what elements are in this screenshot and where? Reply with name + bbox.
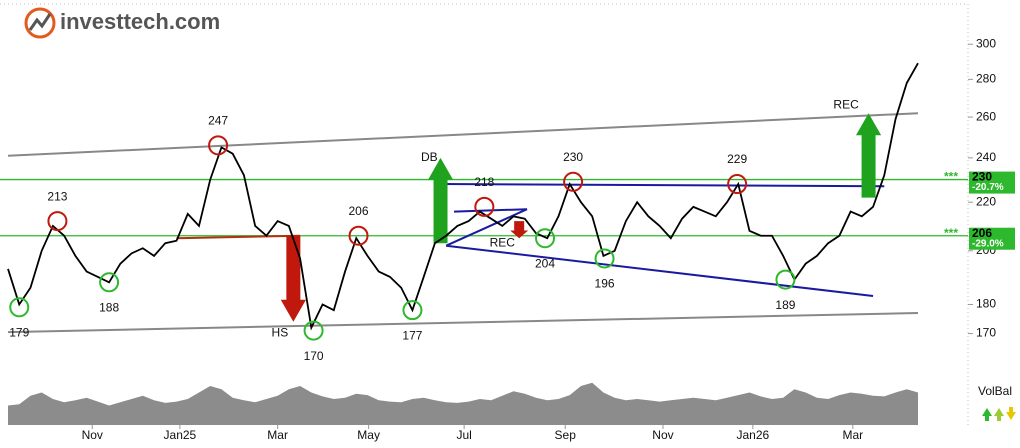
brand: investtech.com bbox=[60, 9, 220, 34]
level-stars: *** bbox=[944, 226, 958, 240]
signal-label: HS bbox=[272, 326, 289, 340]
extreme-label: 188 bbox=[99, 300, 119, 314]
x-tick-label: Nov bbox=[652, 428, 673, 442]
x-tick-label: Mar bbox=[267, 428, 288, 442]
extreme-label: 170 bbox=[304, 349, 324, 363]
signal-arrow bbox=[855, 113, 882, 198]
volume-label: VolBal bbox=[978, 384, 1012, 398]
extreme-circle bbox=[402, 300, 423, 321]
extreme-circle bbox=[563, 171, 584, 192]
y-tick-label: 180 bbox=[976, 297, 996, 311]
extreme-label: 189 bbox=[775, 298, 795, 312]
extreme-label: 204 bbox=[535, 256, 555, 270]
extreme-circle bbox=[535, 228, 556, 249]
signal-label: REC bbox=[833, 98, 859, 112]
trend-line bbox=[7, 112, 919, 157]
trend-line bbox=[7, 312, 919, 334]
extreme-label: 230 bbox=[563, 150, 583, 164]
y-tick-label: 260 bbox=[976, 109, 996, 123]
extreme-label: 229 bbox=[727, 152, 747, 166]
x-tick-label: Jan26 bbox=[737, 428, 770, 442]
y-tick-label: 170 bbox=[976, 326, 996, 340]
price-line bbox=[7, 62, 919, 331]
trend-line bbox=[446, 244, 874, 298]
level-stars: *** bbox=[944, 170, 958, 184]
trend-line bbox=[453, 208, 528, 213]
y-tick-label: 280 bbox=[976, 72, 996, 86]
extreme-circle bbox=[727, 174, 748, 195]
x-tick-label: May bbox=[357, 428, 380, 442]
signal-arrow bbox=[427, 157, 454, 244]
x-tick-label: Sep bbox=[555, 428, 577, 442]
x-tick-label: Mar bbox=[843, 428, 864, 442]
x-tick-label: Jul bbox=[456, 428, 471, 442]
extreme-circle bbox=[9, 297, 30, 318]
extreme-circle bbox=[775, 269, 796, 290]
level-box bbox=[969, 227, 1015, 250]
signal-label: DB bbox=[421, 150, 438, 164]
logo: investtech.com bbox=[24, 7, 220, 39]
extreme-circle bbox=[99, 272, 120, 293]
level-label: 230 bbox=[972, 170, 992, 184]
y-tick-label: 300 bbox=[976, 36, 996, 50]
trend-line bbox=[445, 208, 528, 247]
extreme-label: 177 bbox=[402, 328, 422, 342]
extreme-circle bbox=[303, 320, 324, 341]
signal-arrow bbox=[510, 221, 529, 239]
volume-area bbox=[8, 382, 918, 425]
level-change: -29.0% bbox=[972, 238, 1004, 249]
volbal-icons bbox=[982, 407, 1016, 421]
x-tick-label: Nov bbox=[82, 428, 103, 442]
trend-line bbox=[176, 234, 301, 240]
level-change: -20.7% bbox=[972, 182, 1004, 193]
extreme-label: 247 bbox=[208, 113, 228, 127]
extreme-label: 196 bbox=[595, 277, 615, 291]
signal-label: REC bbox=[490, 235, 516, 249]
extreme-circle bbox=[47, 211, 68, 232]
extreme-label: 218 bbox=[474, 175, 494, 189]
extreme-circle bbox=[348, 225, 369, 246]
extreme-circle bbox=[474, 196, 495, 217]
level-box bbox=[969, 171, 1015, 194]
y-tick-label: 220 bbox=[976, 194, 996, 208]
logo-mark bbox=[28, 13, 52, 31]
icon-up bbox=[982, 408, 992, 421]
extreme-circle bbox=[208, 135, 229, 156]
extreme-label: 213 bbox=[47, 189, 67, 203]
y-tick-label: 240 bbox=[976, 150, 996, 164]
level-label: 206 bbox=[972, 226, 992, 240]
x-tick-label: Jan25 bbox=[164, 428, 197, 442]
icon-down bbox=[1006, 407, 1016, 420]
extreme-circle bbox=[594, 248, 615, 269]
icon-up2 bbox=[994, 408, 1004, 421]
trend-line bbox=[440, 183, 885, 188]
extreme-label: 179 bbox=[9, 325, 29, 339]
logo-ring bbox=[24, 7, 56, 39]
extreme-label: 206 bbox=[349, 204, 369, 218]
